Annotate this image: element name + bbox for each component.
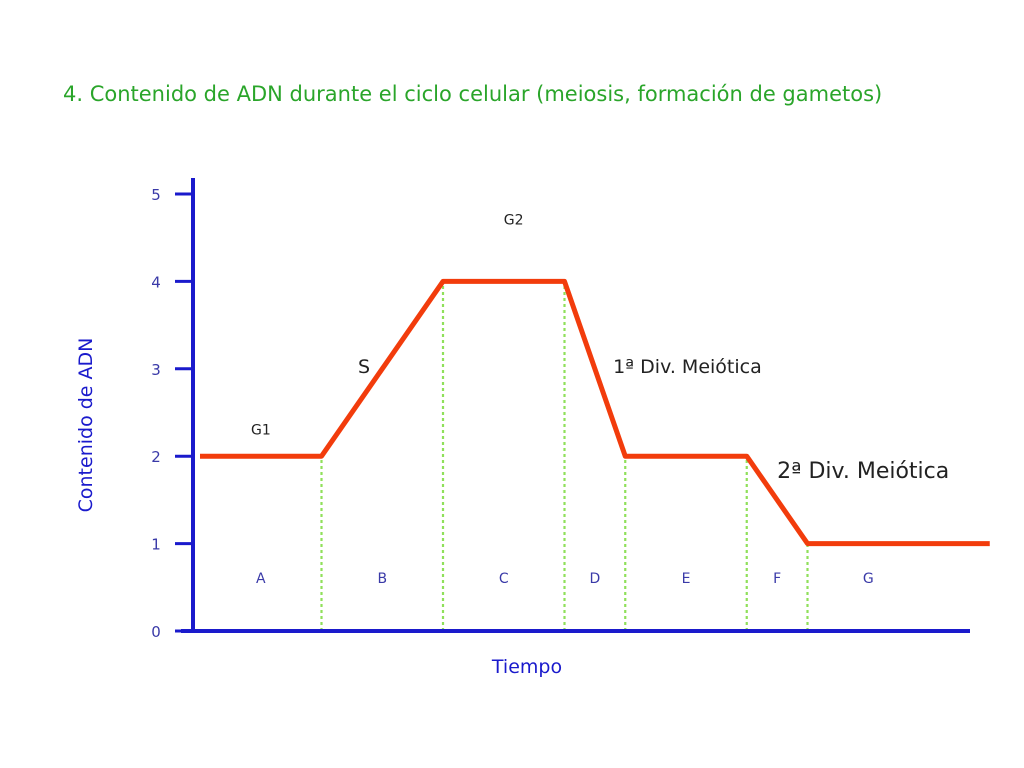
y-ticks: 0 1 2 3 4 5 — [151, 186, 193, 641]
annotation-label: G1 — [251, 422, 271, 438]
slide-title: 4. Contenido de ADN durante el ciclo cel… — [63, 82, 883, 106]
phase-labels: A B C D E F G — [256, 571, 874, 587]
dna-content-line — [200, 278, 990, 547]
y-tick-label: 4 — [151, 273, 161, 291]
phase-label-g: G — [863, 571, 874, 587]
y-tick-label: 0 — [151, 623, 161, 641]
y-tick-label: 3 — [151, 361, 161, 379]
y-tick-label: 2 — [151, 448, 161, 466]
x-axis-label: Tiempo — [491, 656, 562, 678]
phase-label-c: C — [499, 571, 509, 587]
annotations: G1 S G2 1ª Div. Meiótica 2ª Div. Meiótica — [251, 213, 949, 484]
annotation-label: G2 — [504, 213, 524, 229]
series-group — [200, 278, 990, 547]
y-axis-label: Contenido de ADN — [75, 338, 97, 513]
phase-dividers — [320, 281, 809, 631]
phase-label-f: F — [773, 571, 781, 587]
annotation-label: S — [358, 356, 370, 378]
phase-label-b: B — [377, 571, 387, 587]
annotation-label: 2ª Div. Meiótica — [777, 459, 949, 484]
phase-label-d: D — [589, 571, 600, 587]
y-tick-label: 5 — [151, 186, 161, 204]
axes — [181, 178, 970, 633]
annotation-label: 1ª Div. Meiótica — [613, 356, 762, 378]
phase-label-a: A — [256, 571, 266, 587]
y-tick-label: 1 — [151, 536, 161, 554]
phase-label-e: E — [682, 571, 691, 587]
